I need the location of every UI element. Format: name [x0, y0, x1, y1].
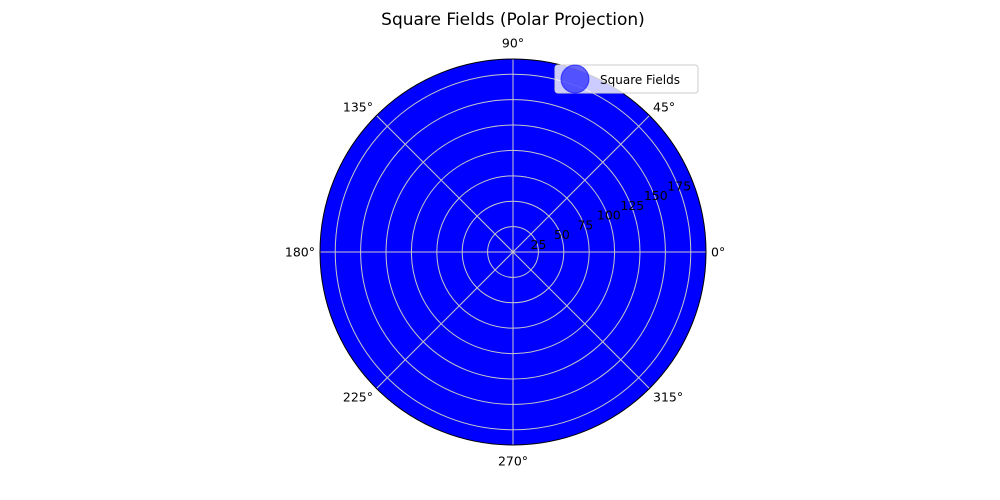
angular-tick-label: 180°: [285, 245, 315, 260]
angular-gridline-225: [376, 251, 514, 389]
angular-gridline-45: [512, 115, 650, 253]
angular-gridline-135: [376, 115, 514, 253]
chart-title: Square Fields (Polar Projection): [381, 10, 645, 30]
legend-label: Square Fields: [600, 73, 680, 87]
angular-tick-label: 90°: [502, 36, 524, 51]
polar-spine: [319, 58, 707, 446]
radial-tick-label: 50: [554, 227, 570, 242]
radial-tick-label: 25: [531, 237, 547, 252]
legend-box: [554, 64, 699, 94]
radial-tick-label: 100: [597, 208, 621, 223]
radial-tick-label: 125: [620, 198, 644, 213]
radial-tick-label: 175: [667, 178, 691, 193]
legend-marker: [560, 64, 590, 94]
polar-plot-area: 0° 45° 90° 135° 180° 225° 270° 315° 25 50 75 100125…: [285, 36, 725, 469]
radial-tick-label: 75: [577, 217, 593, 232]
angular-tick-label: 225°: [343, 389, 373, 404]
legend: Square Fields: [554, 64, 699, 94]
radial-tick-label: 150: [644, 188, 668, 203]
angular-tick-label: 45°: [653, 100, 675, 115]
angular-tick-label: 315°: [653, 389, 683, 404]
angular-tick-label: 270°: [498, 454, 528, 469]
angular-tick-label: 0°: [711, 245, 725, 260]
angular-tick-label: 135°: [343, 100, 373, 115]
angular-gridline-315: [512, 251, 650, 389]
